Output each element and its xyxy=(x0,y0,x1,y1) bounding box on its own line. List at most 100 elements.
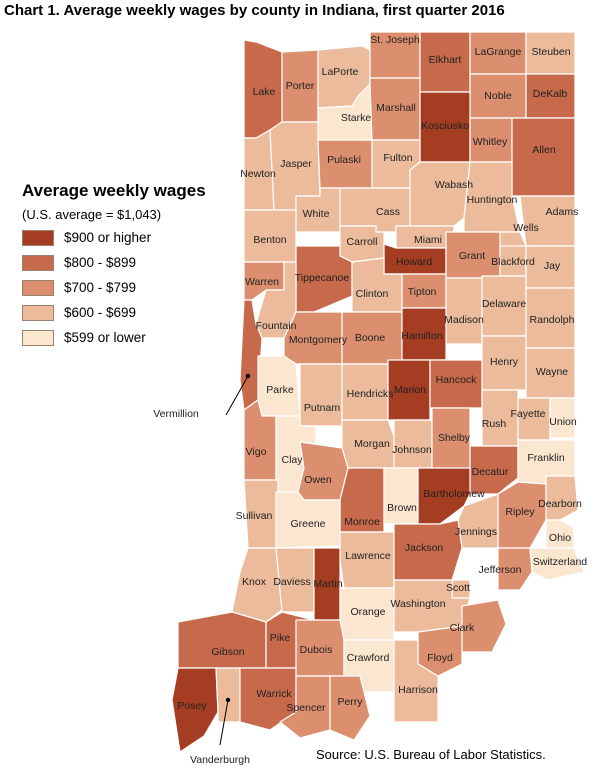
county-label-steuben: Steuben xyxy=(531,46,570,58)
county-label-montgomery: Montgomery xyxy=(289,334,348,346)
legend-item: $600 - $699 xyxy=(22,305,206,322)
legend: Average weekly wages (U.S. average = $1,… xyxy=(22,181,206,347)
county-label-clay: Clay xyxy=(281,454,303,466)
county-label-wells: Wells xyxy=(513,222,538,234)
legend-swatch xyxy=(22,255,54,271)
county-label-wayne: Wayne xyxy=(536,366,568,378)
county-label-martin: Martin xyxy=(313,578,342,590)
county-label-dekalb: DeKalb xyxy=(533,88,568,100)
county-gibson xyxy=(177,611,267,669)
county-label-putnam: Putnam xyxy=(304,402,340,414)
county-label-lake: Lake xyxy=(253,86,276,98)
county-label-union: Union xyxy=(549,416,577,428)
county-label-blackford: Blackford xyxy=(491,256,535,268)
county-label-switzerland: Switzerland xyxy=(533,556,587,568)
county-label-morgan: Morgan xyxy=(354,438,390,450)
county-label-st-joseph: St. Joseph xyxy=(370,34,420,46)
county-label-pike: Pike xyxy=(270,632,291,644)
county-label-jennings: Jennings xyxy=(455,526,497,538)
county-vanderburgh xyxy=(215,667,241,723)
county-label-orange: Orange xyxy=(350,606,385,618)
county-label-elkhart: Elkhart xyxy=(429,54,462,66)
county-owen xyxy=(297,441,349,501)
county-label-johnson: Johnson xyxy=(392,444,432,456)
county-label-allen: Allen xyxy=(532,144,556,156)
county-label-parke: Parke xyxy=(266,384,294,396)
county-label-dubois: Dubois xyxy=(300,644,333,656)
county-harrison xyxy=(393,639,439,723)
county-label-jasper: Jasper xyxy=(280,158,312,170)
county-label-washington: Washington xyxy=(390,598,445,610)
county-label-henry: Henry xyxy=(490,356,519,368)
legend-swatch xyxy=(22,330,54,346)
legend-item: $900 or higher xyxy=(22,230,206,247)
county-label-daviess: Daviess xyxy=(273,576,310,588)
county-ohio xyxy=(545,519,575,549)
county-label-warrick: Warrick xyxy=(256,688,292,700)
county-label-perry: Perry xyxy=(337,696,363,708)
county-label-vermillion: Vermillion xyxy=(153,408,199,420)
county-label-newton: Newton xyxy=(240,168,276,180)
county-label-crawford: Crawford xyxy=(347,652,390,664)
county-label-knox: Knox xyxy=(242,576,267,588)
county-label-dearborn: Dearborn xyxy=(538,498,582,510)
county-union xyxy=(549,397,576,439)
county-label-fulton: Fulton xyxy=(383,152,412,164)
county-label-owen: Owen xyxy=(304,474,332,486)
legend-label: $800 - $899 xyxy=(64,255,137,270)
county-label-posey: Posey xyxy=(177,700,207,712)
county-label-huntington: Huntington xyxy=(467,194,518,206)
county-label-madison: Madison xyxy=(444,314,484,326)
legend-swatch xyxy=(22,305,54,321)
county-label-bartholomew: Bartholomew xyxy=(423,488,485,500)
legend-item: $700 - $799 xyxy=(22,280,206,297)
county-label-franklin: Franklin xyxy=(527,452,565,464)
legend-label: $700 - $799 xyxy=(64,280,137,295)
vermillion-leader-line xyxy=(225,375,249,416)
county-label-howard: Howard xyxy=(396,256,432,268)
county-label-lagrange: LaGrange xyxy=(475,46,522,58)
county-perry xyxy=(329,675,371,741)
county-label-lawrence: Lawrence xyxy=(345,550,391,562)
county-label-monroe: Monroe xyxy=(344,516,380,528)
county-label-porter: Porter xyxy=(286,80,315,92)
legend-note: (U.S. average = $1,043) xyxy=(22,207,162,222)
county-label-tippecanoe: Tippecanoe xyxy=(295,272,350,284)
vanderburgh-leader-line xyxy=(219,699,229,746)
county-label-carroll: Carroll xyxy=(347,236,378,248)
source-note: Source: U.S. Bureau of Labor Statistics. xyxy=(316,747,546,762)
county-label-fountain: Fountain xyxy=(256,320,297,332)
county-label-clinton: Clinton xyxy=(356,288,389,300)
county-label-wabash: Wabash xyxy=(435,179,473,191)
county-allen xyxy=(511,117,576,197)
county-label-harrison: Harrison xyxy=(398,684,438,696)
county-label-brown: Brown xyxy=(387,502,417,514)
county-label-whitley: Whitley xyxy=(473,136,508,148)
vanderburgh-leader-dot xyxy=(225,697,231,703)
county-jefferson xyxy=(497,547,533,591)
county-label-marion: Marion xyxy=(394,384,426,396)
county-label-vigo: Vigo xyxy=(246,446,267,458)
legend-item: $599 or lower xyxy=(22,330,206,347)
county-label-warren: Warren xyxy=(245,276,279,288)
county-madison xyxy=(445,277,483,345)
county-jennings xyxy=(457,493,499,549)
legend-label: $900 or higher xyxy=(64,230,152,245)
county-label-jackson: Jackson xyxy=(405,542,444,554)
county-label-hendricks: Hendricks xyxy=(347,388,394,400)
county-label-greene: Greene xyxy=(290,518,325,530)
county-label-clark: Clark xyxy=(450,622,475,634)
county-wabash xyxy=(409,161,471,227)
county-label-randolph: Randolph xyxy=(530,314,575,326)
county-label-kosciusko: Kosciusko xyxy=(421,120,469,132)
county-label-hamilton: Hamilton xyxy=(401,330,443,342)
county-label-decatur: Decatur xyxy=(472,466,509,478)
county-label-jefferson: Jefferson xyxy=(479,564,522,576)
county-label-benton: Benton xyxy=(253,234,286,246)
county-label-vanderburgh: Vanderburgh xyxy=(190,754,250,766)
county-label-ripley: Ripley xyxy=(505,506,535,518)
county-label-miami: Miami xyxy=(414,234,442,246)
county-label-marshall: Marshall xyxy=(376,102,416,114)
legend-heading: Average weekly wages xyxy=(22,181,206,200)
chart-title: Chart 1. Average weekly wages by county … xyxy=(4,2,505,19)
